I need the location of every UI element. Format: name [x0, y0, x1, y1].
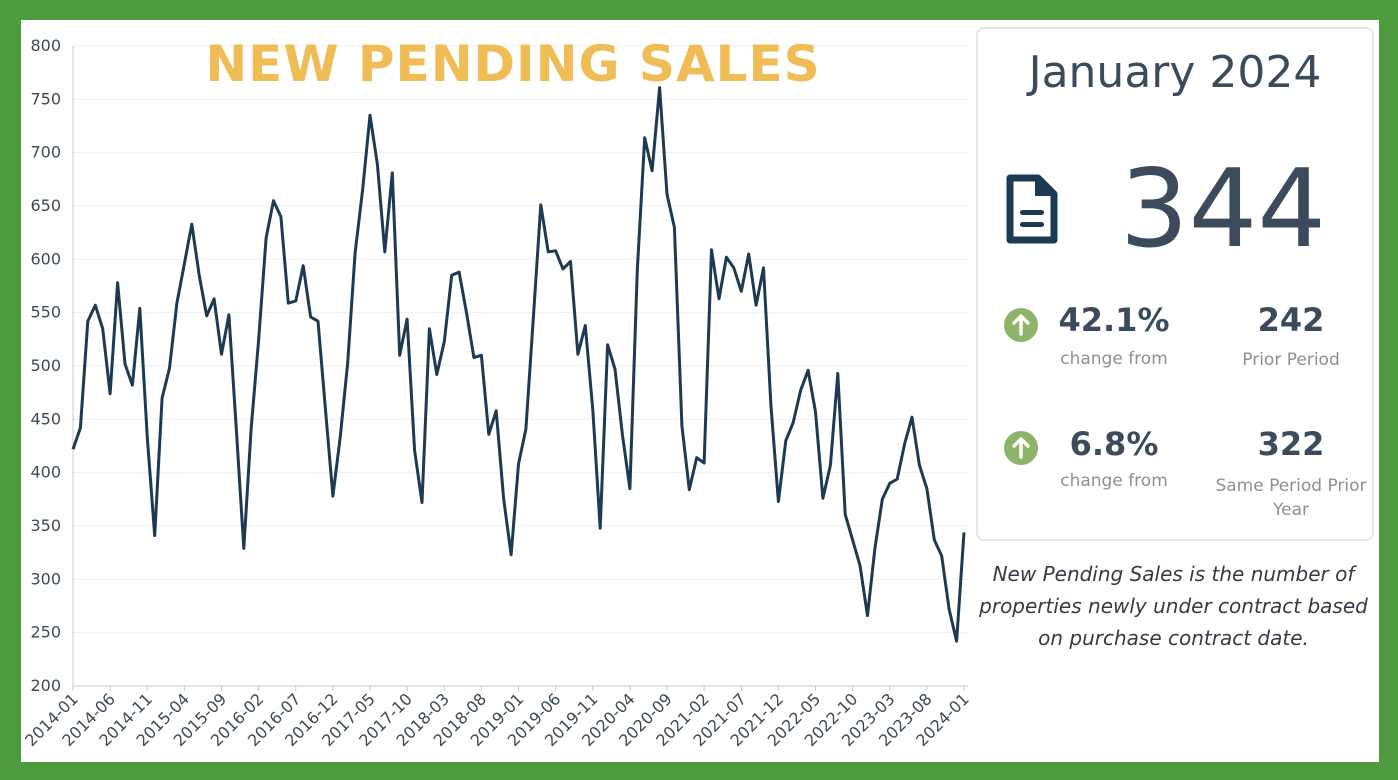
y-tick-label: 750	[30, 89, 61, 108]
y-tick-label: 300	[30, 569, 61, 588]
arrow-up-circle-icon	[1004, 431, 1038, 465]
summary-card: January 2024 344 42.1% change from 242 P…	[976, 27, 1374, 541]
change-percent-prior-period: 42.1%	[1058, 301, 1170, 339]
y-tick-label: 550	[30, 303, 61, 322]
y-tick-label: 450	[30, 409, 61, 428]
chart-grid	[73, 45, 968, 634]
x-axis-ticks: 2014-012014-062014-112015-042015-092016-…	[21, 686, 973, 750]
arrow-up-circle-icon	[1004, 308, 1038, 342]
same-period-prior-year-value: 322	[1257, 425, 1325, 463]
change-label-prior-period: change from	[1060, 349, 1168, 369]
current-value: 344	[1119, 147, 1327, 272]
document-icon	[1006, 174, 1058, 244]
y-tick-label: 350	[30, 516, 61, 535]
change-label-prior-year: change from	[1060, 471, 1168, 491]
y-axis-ticks: 200 250 300 350 400 450 500 550 600 650 700 750 800	[30, 36, 61, 695]
line-chart: 200250300350400450500550600650700750800 …	[21, 35, 973, 750]
y-tick-label: 600	[30, 249, 61, 268]
y-tick-label: 250	[30, 623, 61, 642]
chart-title: NEW PENDING SALES	[205, 35, 820, 93]
series-line-pending-sales	[71, 86, 966, 643]
metric-description: New Pending Sales is the number of prope…	[979, 562, 1368, 650]
prior-period-value: 242	[1257, 301, 1325, 339]
y-tick-label: 400	[30, 463, 61, 482]
y-tick-label: 500	[30, 356, 61, 375]
y-tick-label: 650	[30, 196, 61, 215]
period-label: January 2024	[1028, 47, 1322, 98]
y-tick-label: 200	[30, 676, 61, 695]
same-period-prior-year-label: Same Period Prior Year	[1215, 476, 1367, 520]
y-tick-label: 700	[30, 143, 61, 162]
change-percent-prior-year: 6.8%	[1069, 425, 1159, 463]
dashboard-panel: 200 250 300 350 400 450 500 550 600 650 700 750 800 …	[21, 20, 1379, 762]
prior-period-label: Prior Period	[1242, 350, 1340, 370]
y-tick-label: 800	[30, 36, 61, 55]
